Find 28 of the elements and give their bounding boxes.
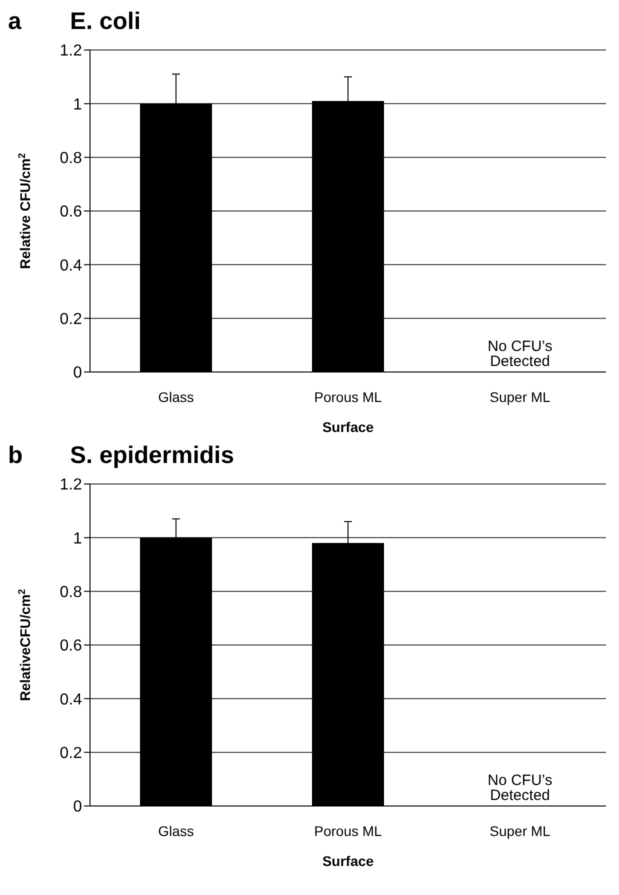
y-tick-label: 1 — [73, 530, 82, 548]
text: a — [8, 8, 22, 36]
y-tick-label: 0.2 — [60, 311, 82, 328]
x-tick-label: Glass — [158, 822, 194, 839]
x-tick-label: Porous ML — [314, 388, 382, 405]
y-tick-label: 0.4 — [60, 691, 82, 708]
y-tick-label: 1.2 — [60, 476, 82, 494]
y-tick-label: 0.2 — [60, 745, 82, 762]
y-tick-label: 0.6 — [60, 204, 82, 221]
annotation: No CFU’s Detected — [488, 338, 552, 370]
y-tick-label: 1.2 — [60, 42, 82, 60]
x-axis-title: Surface — [322, 419, 374, 435]
y-tick-label: 0 — [73, 364, 82, 382]
x-tick-label: Super ML — [490, 388, 551, 405]
y-tick-label: 0.8 — [60, 584, 82, 602]
y-tick-label: 1 — [73, 96, 82, 114]
annotation: No CFU’s Detected — [488, 772, 552, 804]
y-tick-label: 0.6 — [60, 638, 82, 655]
chart-title: S. epidermidis — [70, 442, 234, 470]
x-tick-label: Super ML — [490, 822, 551, 839]
x-tick-label: Glass — [158, 388, 194, 405]
x-tick-label: Porous ML — [314, 822, 382, 839]
x-axis-title: Surface — [322, 853, 374, 869]
chart-title: E. coli — [70, 8, 141, 36]
y-tick-label: 0.4 — [60, 257, 82, 274]
y-tick-label: 0.8 — [60, 150, 82, 168]
text: b — [8, 442, 24, 470]
y-tick-label: 0 — [73, 798, 82, 816]
